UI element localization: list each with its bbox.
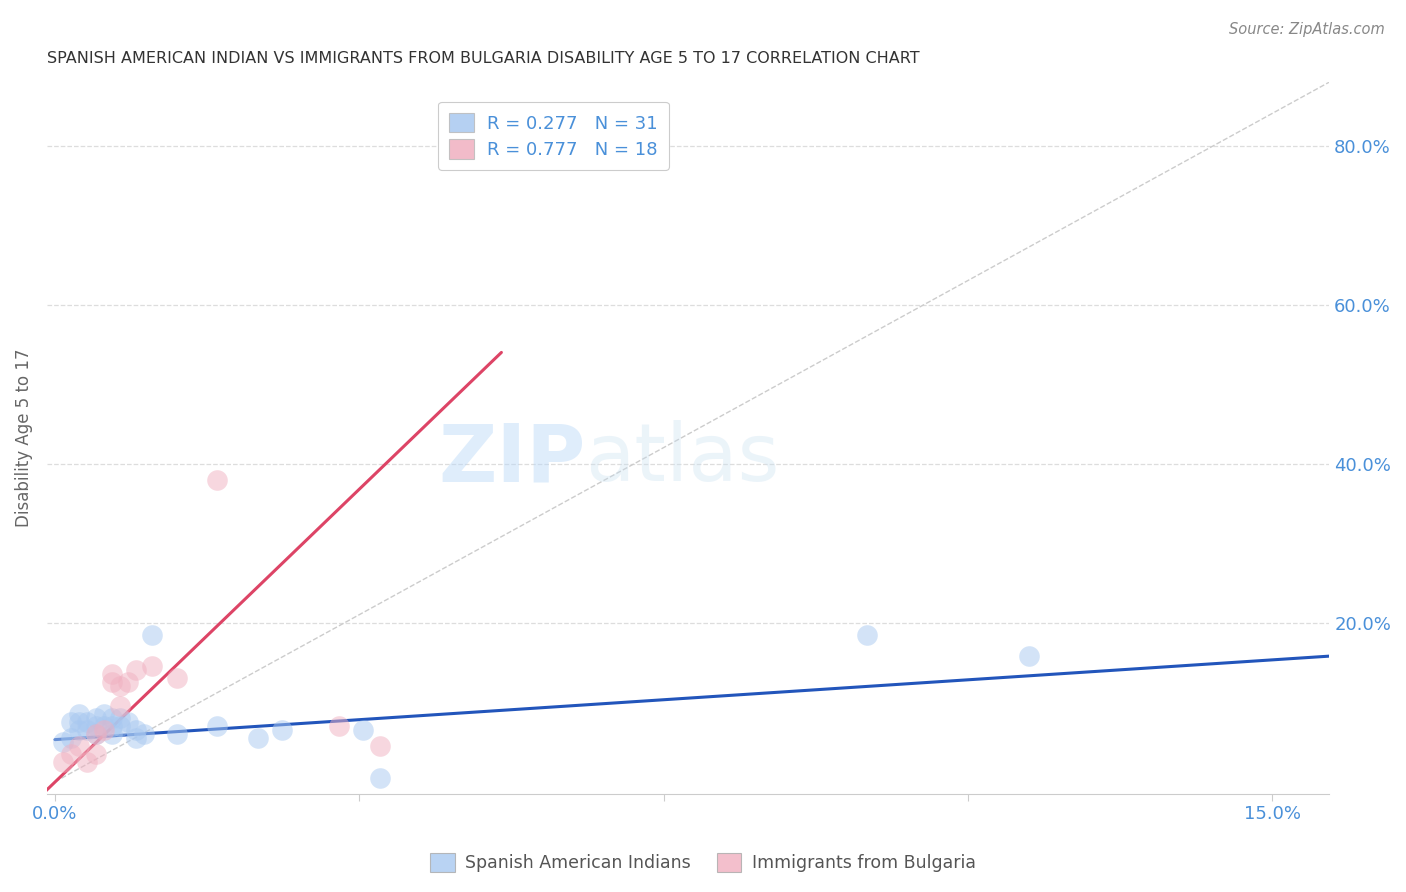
Point xyxy=(101,719,124,733)
Point xyxy=(101,727,124,741)
Point xyxy=(93,723,115,737)
Point xyxy=(84,747,107,761)
Point xyxy=(84,719,107,733)
Point xyxy=(76,723,98,737)
Point xyxy=(368,771,391,785)
Point xyxy=(52,755,75,769)
Text: Source: ZipAtlas.com: Source: ZipAtlas.com xyxy=(1229,22,1385,37)
Point xyxy=(108,711,131,725)
Point xyxy=(141,628,163,642)
Point xyxy=(855,628,877,642)
Point xyxy=(246,731,269,745)
Point xyxy=(84,727,107,741)
Point xyxy=(101,667,124,681)
Point xyxy=(52,735,75,749)
Point xyxy=(368,739,391,753)
Point xyxy=(76,755,98,769)
Point xyxy=(207,473,229,487)
Point xyxy=(141,659,163,673)
Point xyxy=(67,723,90,737)
Text: ZIP: ZIP xyxy=(439,420,585,499)
Point xyxy=(67,715,90,730)
Point xyxy=(117,715,139,730)
Point xyxy=(60,747,83,761)
Point xyxy=(108,679,131,693)
Point xyxy=(67,707,90,722)
Point xyxy=(125,664,148,678)
Y-axis label: Disability Age 5 to 17: Disability Age 5 to 17 xyxy=(15,349,32,527)
Point xyxy=(125,731,148,745)
Point xyxy=(108,719,131,733)
Point xyxy=(207,719,229,733)
Point xyxy=(84,711,107,725)
Text: atlas: atlas xyxy=(585,420,780,499)
Point xyxy=(134,727,156,741)
Point xyxy=(166,727,188,741)
Point xyxy=(76,715,98,730)
Point xyxy=(93,707,115,722)
Legend: R = 0.277   N = 31, R = 0.777   N = 18: R = 0.277 N = 31, R = 0.777 N = 18 xyxy=(439,102,668,169)
Point xyxy=(108,699,131,714)
Point xyxy=(1018,649,1040,664)
Point xyxy=(328,719,350,733)
Text: SPANISH AMERICAN INDIAN VS IMMIGRANTS FROM BULGARIA DISABILITY AGE 5 TO 17 CORRE: SPANISH AMERICAN INDIAN VS IMMIGRANTS FR… xyxy=(46,51,920,66)
Point xyxy=(84,727,107,741)
Point xyxy=(60,715,83,730)
Point xyxy=(60,731,83,745)
Point xyxy=(101,711,124,725)
Point xyxy=(166,672,188,686)
Point xyxy=(67,739,90,753)
Point xyxy=(117,675,139,690)
Point xyxy=(352,723,374,737)
Point xyxy=(101,675,124,690)
Legend: Spanish American Indians, Immigrants from Bulgaria: Spanish American Indians, Immigrants fro… xyxy=(423,846,983,879)
Point xyxy=(125,723,148,737)
Point xyxy=(271,723,294,737)
Point xyxy=(93,719,115,733)
